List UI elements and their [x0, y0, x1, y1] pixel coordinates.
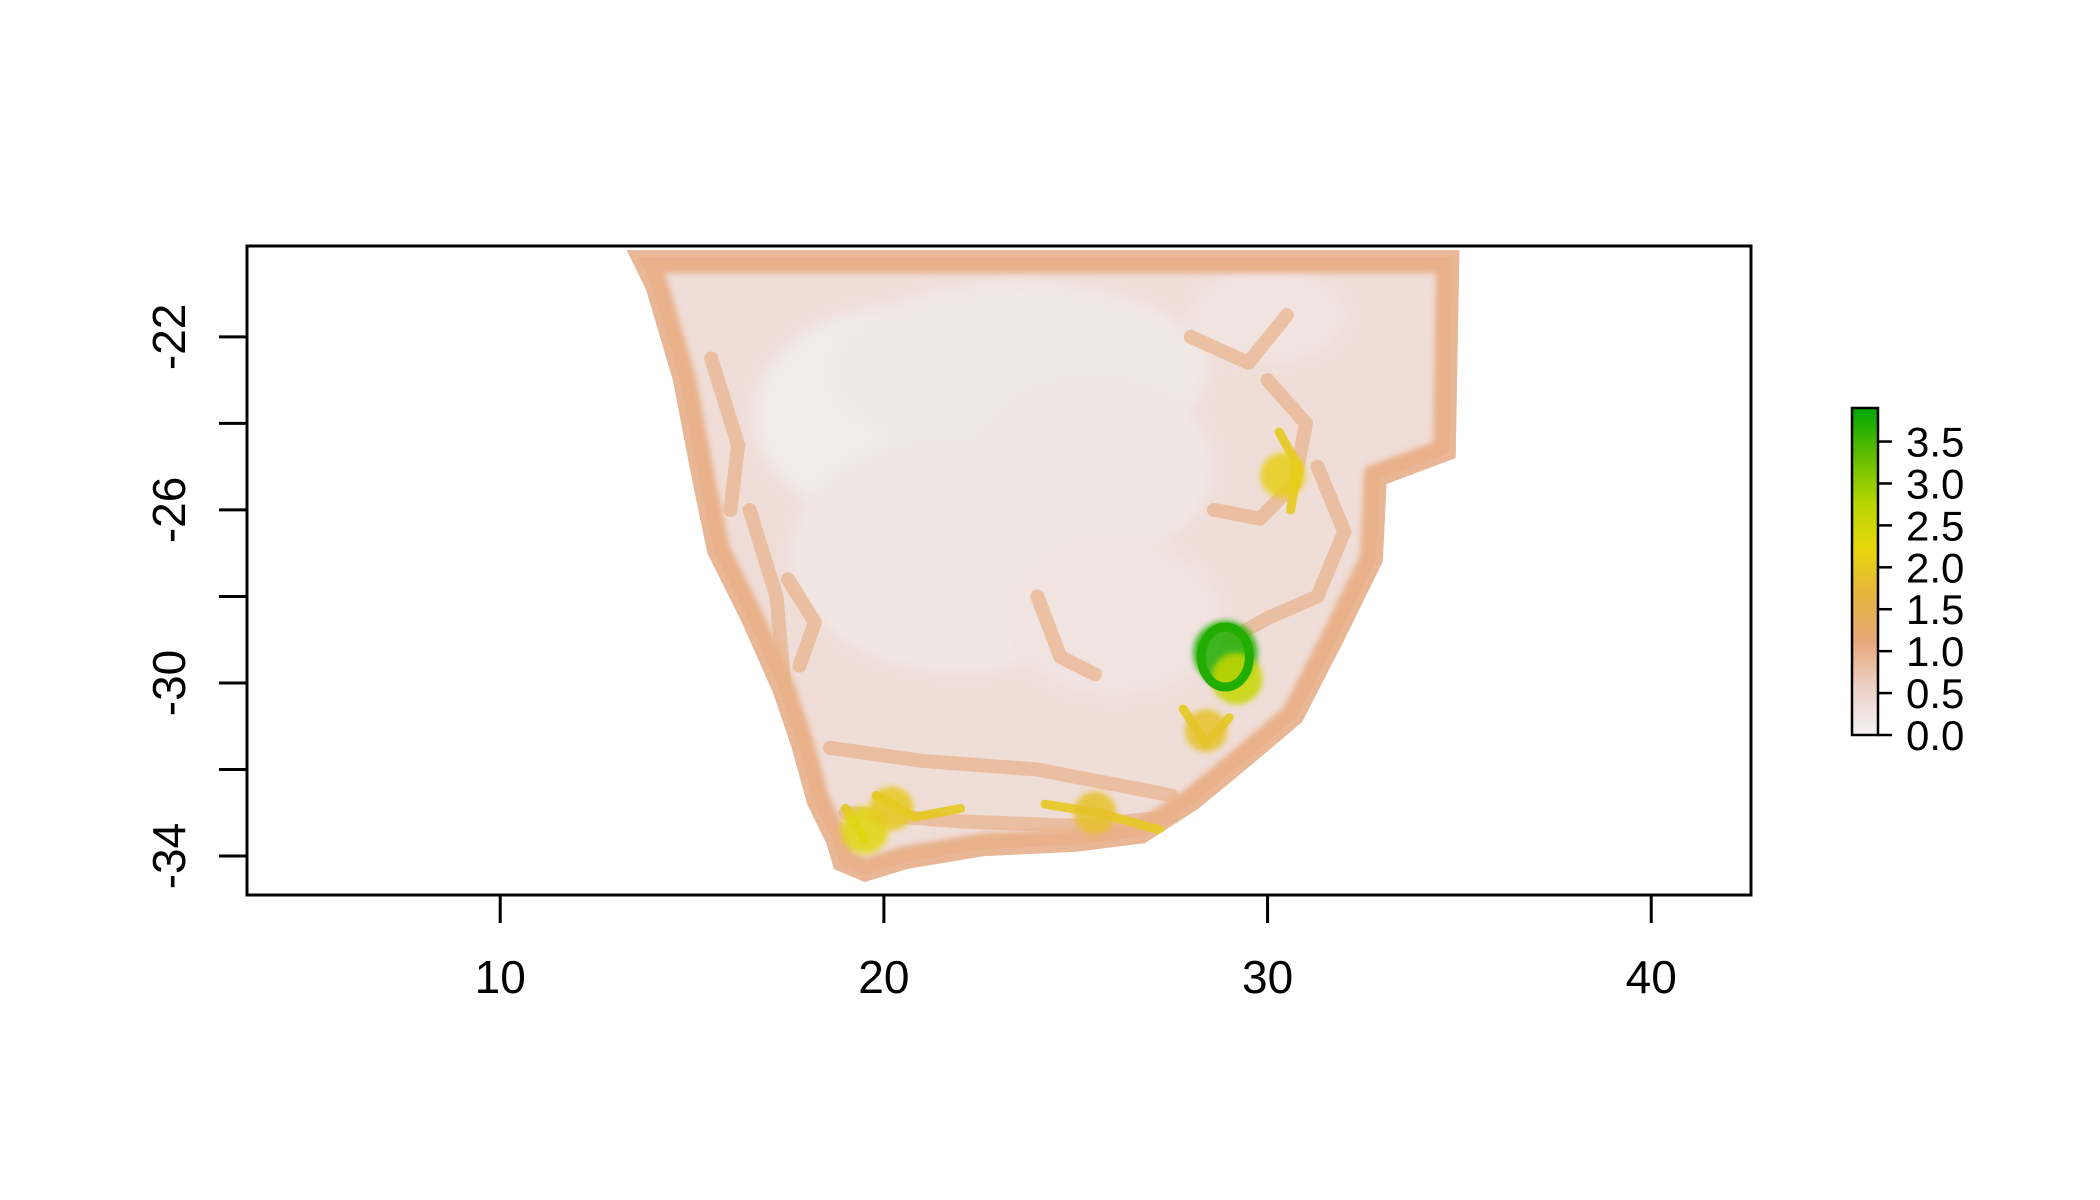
- plot-frame: [245, 244, 1753, 897]
- x-tick-label: 40: [1626, 951, 1677, 1003]
- color-legend: 0.00.51.01.52.02.53.03.5: [1850, 406, 1964, 759]
- legend-tick-label: 3.0: [1906, 460, 1964, 507]
- raster-map: [626, 250, 1460, 883]
- hotspot: [869, 786, 914, 831]
- hotspot: [1260, 452, 1306, 498]
- ridge-line: [742, 502, 792, 690]
- hotspot-ring: [1196, 622, 1254, 692]
- x-tick-label: 10: [475, 951, 526, 1003]
- plateau-patch: [974, 376, 1215, 557]
- ridge-line: [1030, 589, 1102, 682]
- coast-edge: [626, 250, 1460, 883]
- legend-tick-label: 2.5: [1906, 502, 1964, 549]
- legend-tick-label: 1.5: [1906, 586, 1964, 633]
- legend-colorbar: [1850, 406, 1880, 737]
- y-tick-label: -34: [143, 823, 195, 889]
- y-tick-label: -30: [143, 650, 195, 716]
- y-tick-label: -22: [143, 304, 195, 370]
- legend-tick-label: 2.0: [1906, 544, 1964, 591]
- legend-tick-label: 1.0: [1906, 628, 1964, 675]
- x-tick-label: 30: [1242, 951, 1293, 1003]
- hotspot: [1073, 791, 1117, 835]
- hotspot: [1184, 709, 1228, 752]
- y-axis: -34 -30 -26 -22: [143, 304, 247, 889]
- ridge-line: [780, 572, 822, 673]
- ridge-line: [823, 740, 1179, 803]
- ridge-line: [1222, 459, 1352, 647]
- legend-tick-label: 0.5: [1906, 670, 1964, 717]
- land-area: [626, 250, 1460, 883]
- hotspots: [840, 452, 1306, 854]
- ridge-lines: [704, 308, 1352, 833]
- legend-tick-label: 3.5: [1906, 419, 1964, 466]
- x-tick-label: 20: [858, 951, 909, 1003]
- y-tick-label: -26: [143, 477, 195, 543]
- ridge-line: [1183, 308, 1294, 370]
- legend-tick-label: 0.0: [1906, 712, 1964, 759]
- ridge-line: [704, 351, 746, 517]
- plateau-patch: [1187, 265, 1348, 366]
- plateau-patch: [1004, 538, 1225, 699]
- x-axis: 10 20 30 40: [475, 895, 1677, 1003]
